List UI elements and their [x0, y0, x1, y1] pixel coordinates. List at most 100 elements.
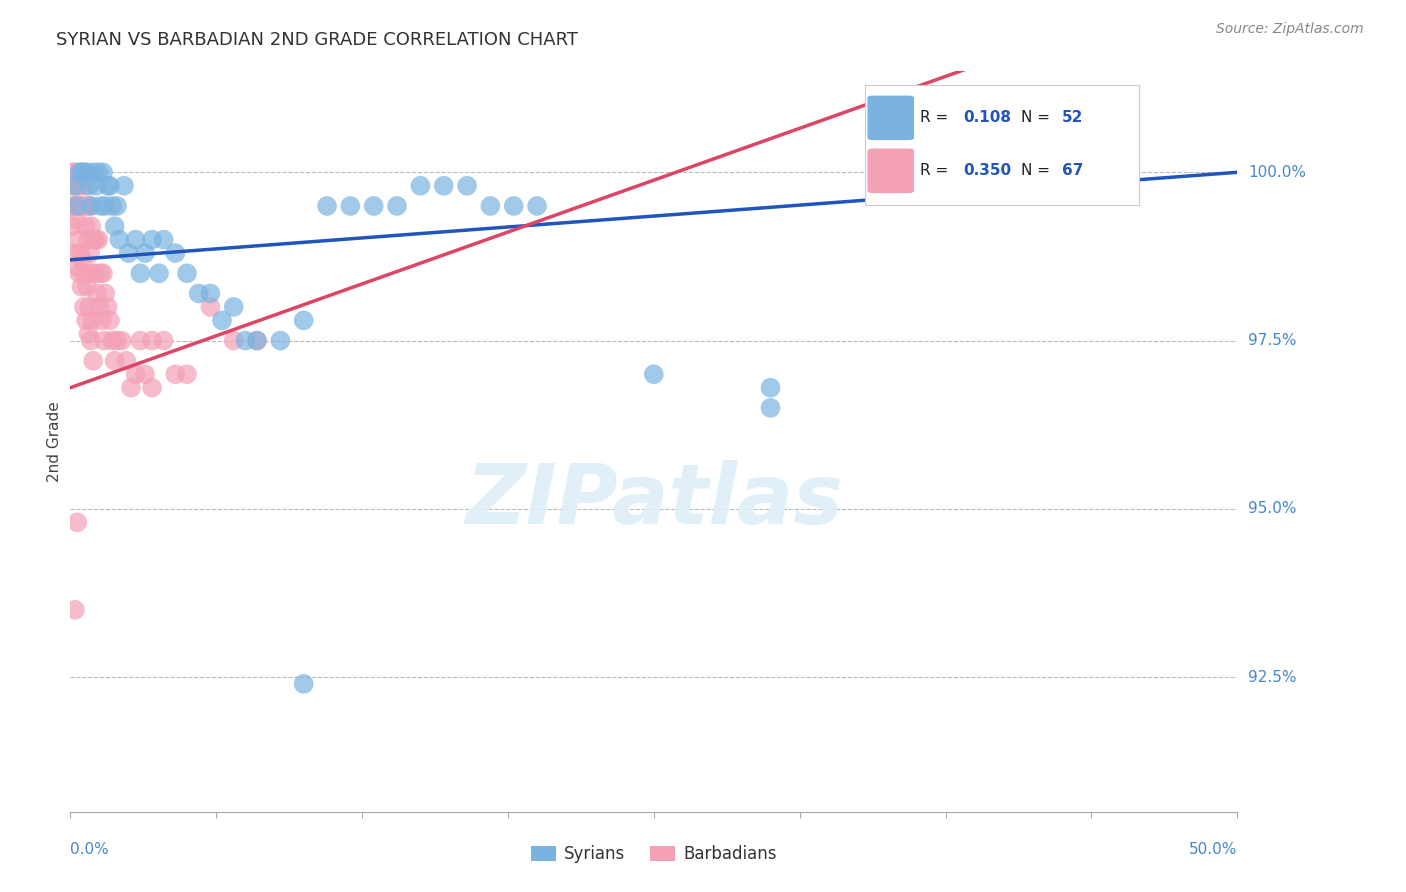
Point — [73, 300, 96, 314]
Point — [70, 165, 93, 179]
Point — [83, 266, 105, 280]
Point — [63, 178, 86, 193]
Point — [526, 199, 548, 213]
Point — [120, 381, 142, 395]
Point — [77, 326, 100, 341]
Point — [79, 300, 101, 314]
Point — [129, 334, 152, 348]
Point — [89, 300, 111, 314]
Point — [233, 334, 256, 348]
Point — [339, 199, 361, 213]
Text: 0.0%: 0.0% — [70, 842, 110, 857]
Point — [60, 199, 83, 213]
Point — [63, 246, 86, 260]
Point — [176, 266, 198, 280]
Legend: Syrians, Barbadians: Syrians, Barbadians — [524, 838, 783, 870]
Point — [67, 266, 90, 280]
Point — [72, 199, 94, 213]
Point — [69, 165, 91, 179]
Point — [104, 219, 127, 234]
Point — [86, 286, 108, 301]
Point — [502, 199, 524, 213]
Point — [66, 516, 89, 530]
Point — [75, 313, 97, 327]
Text: ZIPatlas: ZIPatlas — [465, 460, 842, 541]
Point — [105, 334, 128, 348]
Text: 0.350: 0.350 — [963, 162, 1011, 178]
Point — [80, 334, 103, 348]
Point — [101, 334, 124, 348]
Point — [67, 178, 90, 193]
Point — [62, 178, 84, 193]
Point — [69, 246, 91, 260]
Text: 97.5%: 97.5% — [1249, 333, 1296, 348]
Point — [66, 260, 89, 274]
Point — [134, 368, 156, 382]
Point — [62, 199, 84, 213]
Point — [66, 233, 89, 247]
Point — [79, 246, 101, 260]
Point — [83, 233, 105, 247]
Point — [316, 199, 339, 213]
Point — [77, 199, 100, 213]
Point — [94, 199, 117, 213]
Point — [98, 178, 121, 193]
FancyBboxPatch shape — [868, 95, 914, 140]
Point — [112, 178, 135, 193]
Point — [73, 178, 96, 193]
Point — [69, 199, 91, 213]
Point — [80, 219, 103, 234]
Point — [141, 233, 163, 247]
Point — [63, 165, 86, 179]
Point — [115, 353, 138, 368]
Point — [363, 199, 385, 213]
Point — [76, 165, 98, 179]
Text: SYRIAN VS BARBADIAN 2ND GRADE CORRELATION CHART: SYRIAN VS BARBADIAN 2ND GRADE CORRELATIO… — [56, 31, 578, 49]
Point — [222, 300, 245, 314]
Point — [269, 334, 291, 348]
Point — [222, 334, 245, 348]
Point — [111, 334, 134, 348]
Point — [246, 334, 269, 348]
Point — [66, 199, 89, 213]
Point — [152, 233, 174, 247]
Point — [759, 401, 782, 415]
Point — [385, 199, 408, 213]
Point — [87, 165, 110, 179]
Point — [152, 334, 174, 348]
FancyBboxPatch shape — [868, 149, 914, 193]
Point — [97, 178, 120, 193]
Point — [124, 233, 146, 247]
Text: 95.0%: 95.0% — [1249, 501, 1296, 516]
Point — [200, 300, 222, 314]
Point — [993, 165, 1015, 179]
Point — [118, 246, 141, 260]
Point — [91, 165, 114, 179]
Point — [165, 246, 187, 260]
Text: 67: 67 — [1062, 162, 1084, 178]
Point — [141, 381, 163, 395]
Point — [292, 677, 315, 691]
Point — [98, 313, 121, 327]
Text: 92.5%: 92.5% — [1249, 670, 1296, 684]
Text: 100.0%: 100.0% — [1249, 165, 1306, 180]
Text: R =: R = — [920, 162, 948, 178]
Point — [124, 368, 146, 382]
Point — [80, 313, 103, 327]
Text: R =: R = — [920, 110, 948, 125]
Point — [82, 266, 104, 280]
Point — [87, 233, 110, 247]
Point — [84, 233, 107, 247]
Point — [433, 178, 456, 193]
Point — [292, 313, 315, 327]
Point — [759, 381, 782, 395]
Point — [70, 165, 93, 179]
Point — [129, 266, 152, 280]
Point — [93, 334, 115, 348]
Point — [66, 199, 89, 213]
Point — [72, 252, 94, 267]
Point — [456, 178, 478, 193]
Point — [90, 266, 112, 280]
Point — [148, 266, 170, 280]
Point — [90, 199, 112, 213]
